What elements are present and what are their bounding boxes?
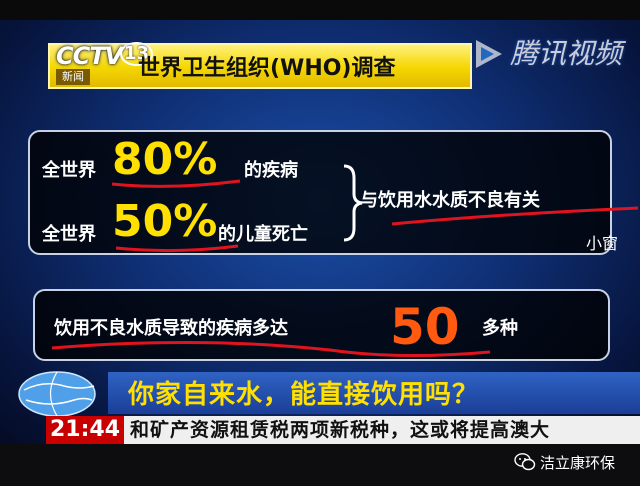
watermark-text: 腾讯视频 bbox=[510, 37, 623, 70]
row2-value: 50% bbox=[112, 196, 218, 247]
news-crawl-text: 和矿产资源租赁税两项新税种，这或将提高澳大 bbox=[130, 419, 551, 441]
conclusion-text: 与饮用水水质不良有关 bbox=[360, 190, 540, 211]
broadcast-clock: 21:44 bbox=[50, 417, 121, 442]
row1-prefix: 全世界 bbox=[42, 160, 96, 181]
wechat-icon bbox=[514, 453, 536, 471]
headline-bar bbox=[108, 372, 640, 414]
tencent-video-watermark: 腾讯视频 bbox=[470, 30, 623, 86]
news-headline: 你家自来水，能直接饮用吗？ bbox=[128, 380, 480, 410]
right-brace-icon bbox=[343, 164, 363, 242]
diseases-suffix: 多种 bbox=[482, 318, 518, 339]
title-banner bbox=[48, 43, 472, 89]
banner-title: 世界卫生组织(WHO)调查 bbox=[138, 56, 396, 81]
globe-icon bbox=[18, 371, 96, 417]
row2-prefix: 全世界 bbox=[42, 224, 96, 245]
diseases-value: 50 bbox=[390, 298, 460, 356]
who-stats-box bbox=[28, 130, 612, 255]
cctv-logo: CCTV 13 新闻 bbox=[52, 42, 154, 90]
row2-suffix: 的儿童死亡 bbox=[218, 224, 308, 245]
logo-channel-sub: 新闻 bbox=[56, 69, 90, 85]
logo-brand: CCTV bbox=[56, 42, 123, 70]
logo-channel-number: 13 bbox=[120, 42, 154, 66]
row1-suffix: 的疾病 bbox=[244, 160, 298, 181]
top-black-bar bbox=[0, 0, 640, 20]
tencent-video-play-icon bbox=[476, 40, 502, 68]
diseases-prefix: 饮用不良水质导致的疾病多达 bbox=[54, 318, 288, 339]
wechat-account-name: 洁立康环保 bbox=[540, 454, 616, 472]
clock-box bbox=[46, 416, 124, 444]
mini-window-label[interactable]: 小窗 bbox=[586, 234, 619, 253]
news-crawl-bar bbox=[124, 416, 640, 444]
row1-value: 80% bbox=[112, 134, 218, 185]
